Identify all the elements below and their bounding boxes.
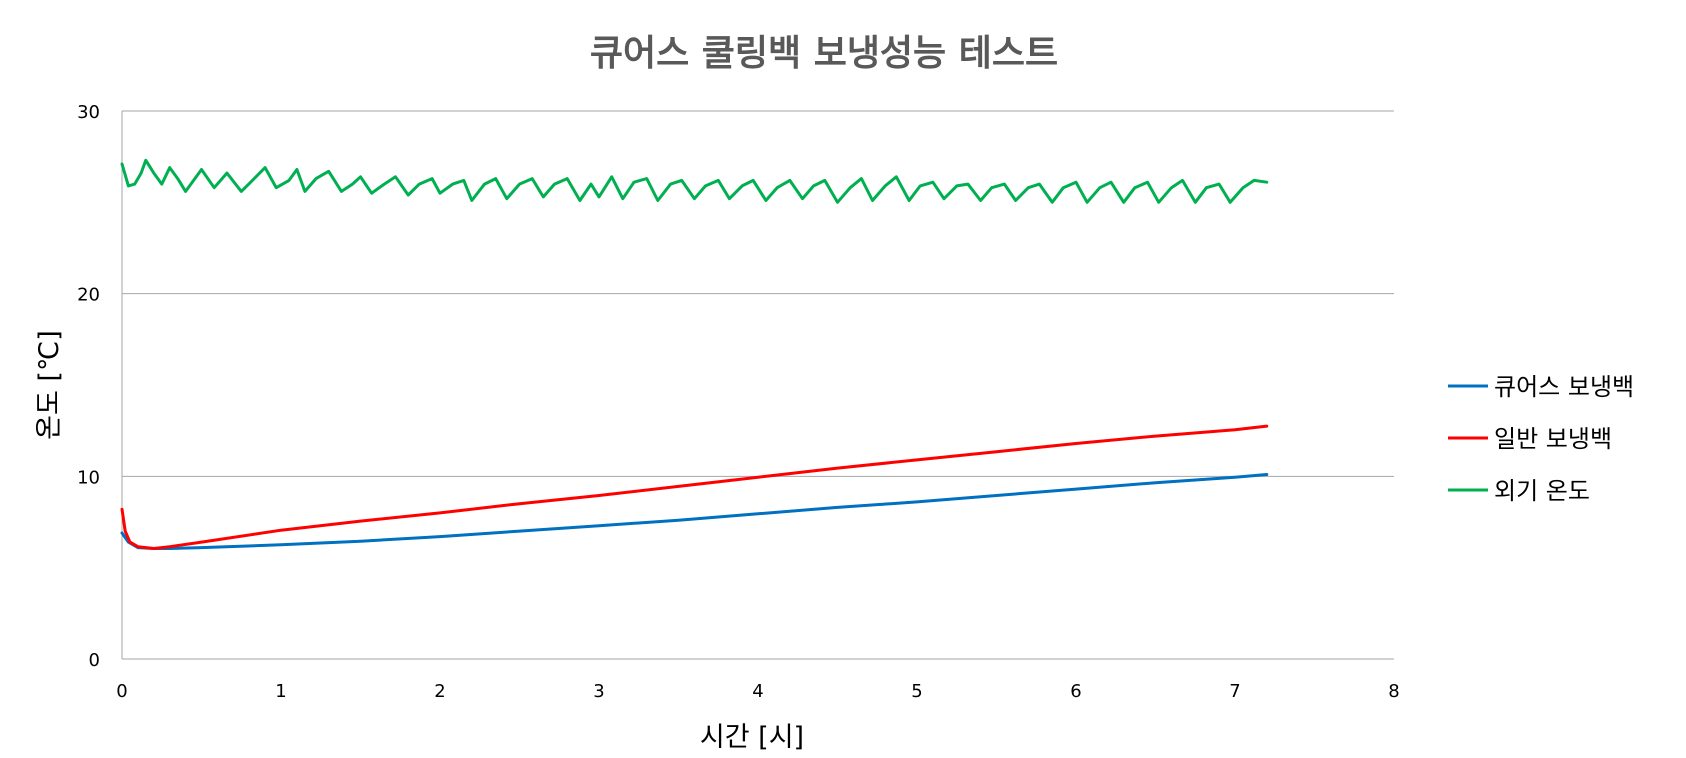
x-tick-label: 3	[593, 681, 604, 702]
axes	[121, 111, 1394, 660]
y-tick-label: 30	[77, 102, 100, 123]
x-tick-label: 1	[275, 681, 286, 702]
x-axis-title: 시간 [시]	[700, 722, 804, 753]
y-tick-label: 0	[89, 650, 100, 671]
series-line-2	[120, 424, 1269, 550]
x-tick-label: 7	[1229, 681, 1240, 702]
y-tick-label: 10	[77, 467, 100, 488]
x-tick-label: 8	[1388, 681, 1399, 702]
tick-labels: 0 1 2 3 4 5 6 7 8 0 10 20 30	[77, 102, 1400, 702]
y-axis-title: 온도 [℃]	[34, 330, 65, 440]
x-tick-label: 2	[434, 681, 445, 702]
x-tick-label: 4	[752, 681, 763, 702]
gridlines	[122, 110, 1394, 477]
chart-title: 큐어스 쿨링백 보냉성능 테스트	[590, 33, 1058, 74]
x-tick-label: 5	[911, 681, 922, 702]
x-tick-label: 0	[116, 681, 127, 702]
legend-label-1: 큐어스 보냉백	[1494, 373, 1634, 401]
x-tick-label: 6	[1070, 681, 1081, 702]
legend-label-3: 외기 온도	[1494, 477, 1590, 505]
series-line-3	[120, 158, 1269, 204]
y-tick-label: 20	[77, 285, 100, 306]
legend-label-2: 일반 보냉백	[1494, 425, 1612, 453]
series-lines	[120, 158, 1269, 550]
